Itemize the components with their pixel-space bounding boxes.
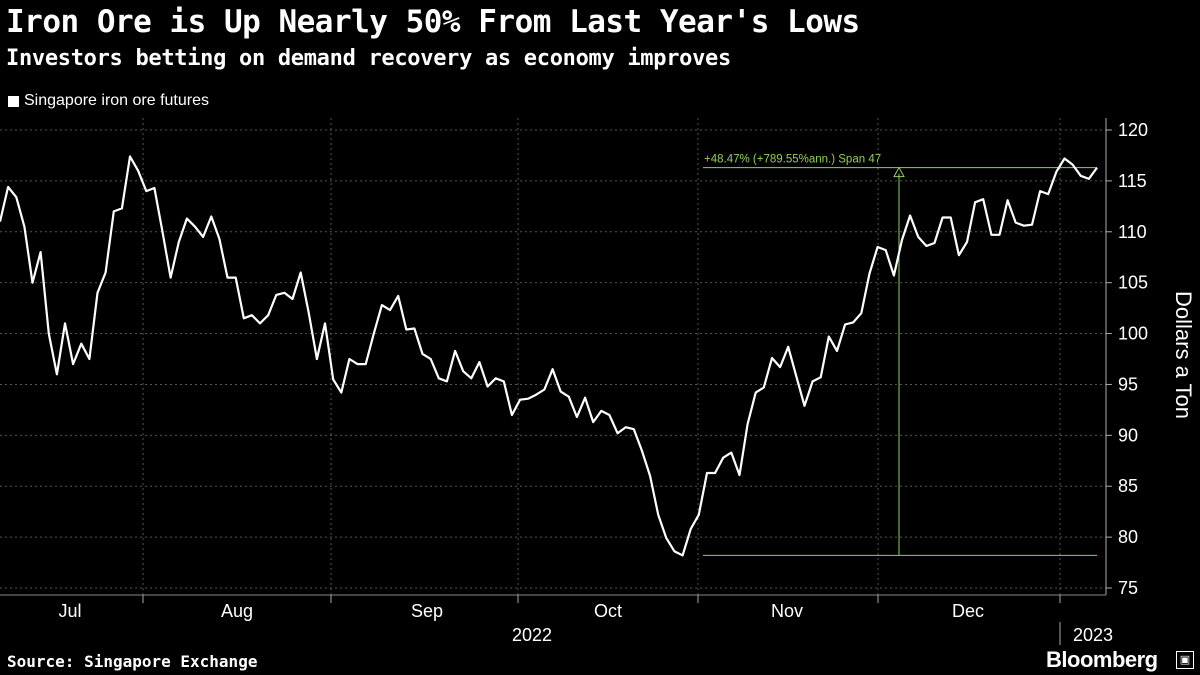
grid-layer [0, 118, 1106, 595]
y-tick-label: 110 [1118, 222, 1147, 242]
chart-title: Iron Ore is Up Nearly 50% From Last Year… [6, 4, 860, 40]
axis-layer: 75 80 85 90 95 100 105 110 115 120 Dollars a Ton Ju… [0, 118, 1196, 645]
chart-subtitle: Investors betting on demand recovery as … [6, 46, 731, 71]
legend-swatch [8, 95, 19, 107]
y-tick-label: 95 [1118, 374, 1138, 394]
y-tick-label: 100 [1118, 324, 1148, 344]
x-year-label: 2023 [1073, 625, 1113, 645]
x-month-label: Sep [411, 601, 443, 621]
y-tick-label: 115 [1118, 171, 1147, 191]
y-tick-label: 85 [1118, 476, 1138, 496]
annotation-layer: +48.47% (+789.55%ann.) Span 47 [703, 154, 1097, 556]
legend-label: Singapore iron ore futures [24, 92, 209, 109]
y-tick-label: 105 [1118, 273, 1148, 293]
source-note: Source: Singapore Exchange [7, 652, 258, 671]
annotation-label: +48.47% (+789.55%ann.) Span 47 [704, 154, 881, 166]
x-month-label: Oct [594, 601, 622, 621]
series-line-iron-ore [0, 155, 1098, 557]
annotation-arrow-icon [893, 166, 905, 178]
terminal-icon: ▣ [1176, 651, 1194, 669]
y-tick-label: 75 [1118, 578, 1138, 598]
x-year-label: 2022 [512, 625, 552, 645]
y-tick-label: 90 [1118, 425, 1138, 445]
y-tick-label: 120 [1118, 120, 1148, 140]
y-tick-label: 80 [1118, 527, 1138, 547]
series-layer [0, 155, 1098, 557]
legend: Singapore iron ore futures [8, 92, 209, 110]
x-month-label: Aug [221, 601, 253, 621]
brand-logo: Bloomberg [1046, 647, 1158, 672]
x-month-label: Dec [952, 601, 984, 621]
y-axis-title: Dollars a Ton [1171, 291, 1196, 419]
x-month-label: Jul [58, 601, 81, 621]
x-month-label: Nov [771, 601, 803, 621]
